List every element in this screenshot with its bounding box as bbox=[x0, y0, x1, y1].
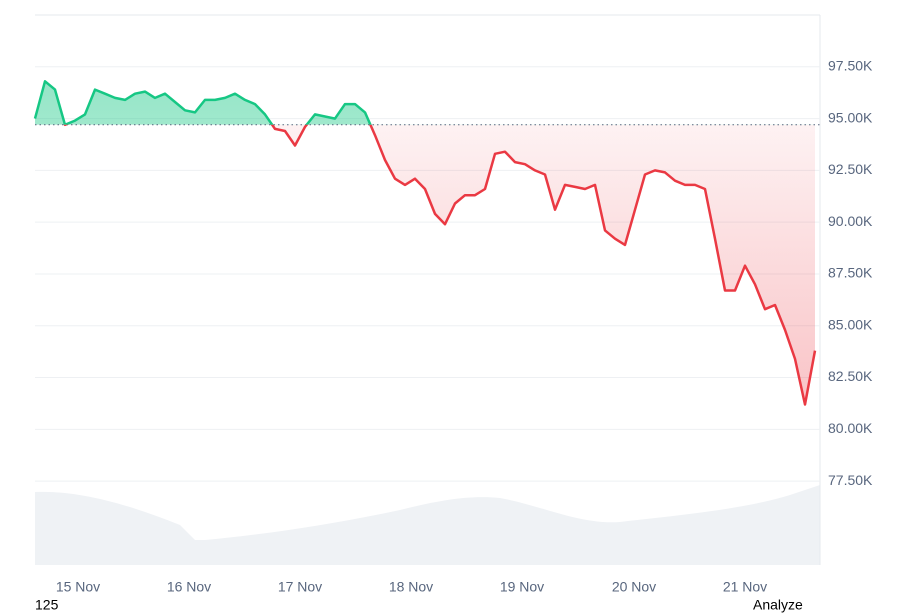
price-line-up bbox=[33, 80, 372, 125]
footer-left: 125 bbox=[35, 597, 59, 613]
y-tick-label: 77.50K bbox=[828, 472, 873, 488]
y-tick-label: 92.50K bbox=[828, 161, 873, 177]
price-line-down bbox=[63, 124, 817, 406]
y-tick-label: 82.50K bbox=[828, 368, 873, 384]
x-tick-label: 18 Nov bbox=[389, 579, 433, 595]
x-tick-label: 19 Nov bbox=[500, 579, 544, 595]
x-tick-label: 16 Nov bbox=[167, 579, 211, 595]
y-tick-label: 95.00K bbox=[828, 109, 873, 125]
x-tick-label: 21 Nov bbox=[723, 579, 767, 595]
y-tick-label: 85.00K bbox=[828, 316, 873, 332]
area-below-baseline bbox=[35, 124, 815, 405]
y-tick-label: 80.00K bbox=[828, 420, 873, 436]
y-tick-label: 97.50K bbox=[828, 57, 873, 73]
y-tick-label: 87.50K bbox=[828, 265, 873, 281]
footer-right: Analyze bbox=[753, 597, 803, 613]
volume-area bbox=[35, 485, 820, 565]
y-tick-label: 90.00K bbox=[828, 213, 873, 229]
x-tick-label: 15 Nov bbox=[56, 579, 100, 595]
x-tick-label: 20 Nov bbox=[612, 579, 656, 595]
x-tick-label: 17 Nov bbox=[278, 579, 322, 595]
